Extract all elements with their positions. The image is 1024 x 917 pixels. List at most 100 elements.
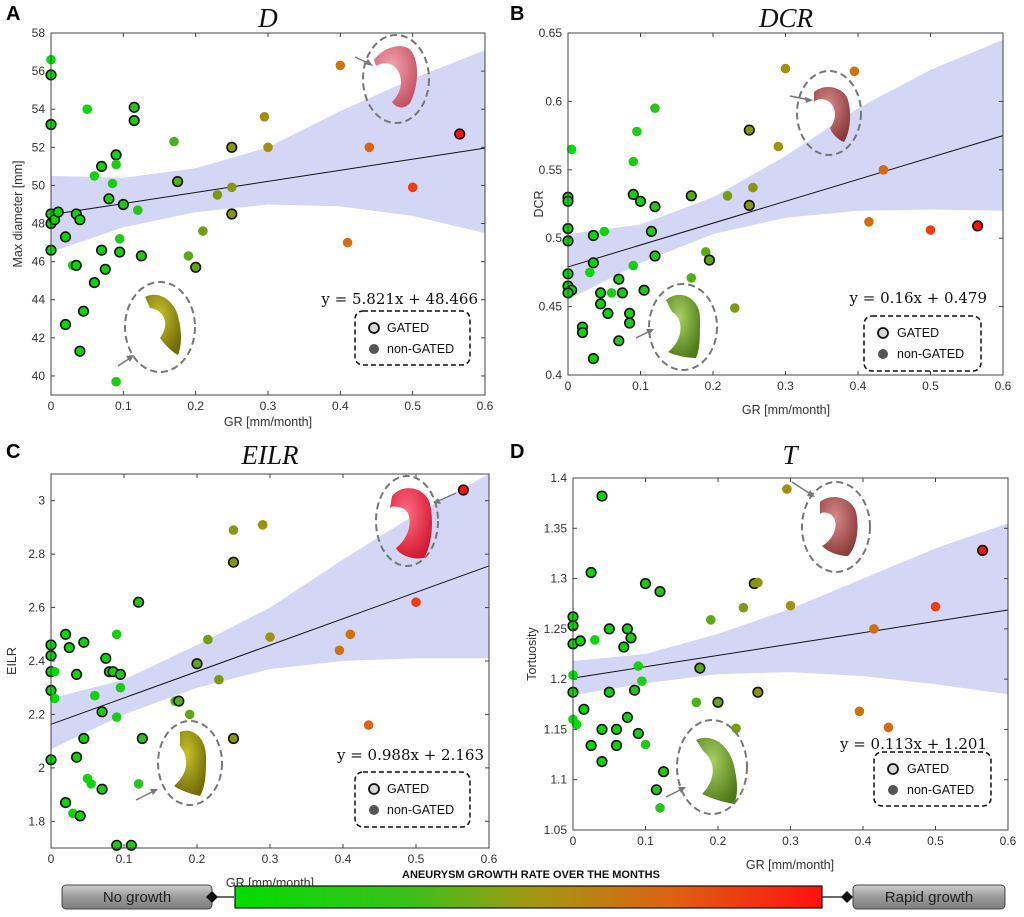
legend-c: GATED non-GATED bbox=[354, 771, 471, 828]
data-point bbox=[114, 246, 126, 258]
y-tick-label: 2.4 bbox=[28, 654, 45, 668]
panel-title-a: D bbox=[257, 3, 278, 33]
colorbar-gradient bbox=[234, 885, 823, 909]
data-point bbox=[114, 668, 126, 681]
data-point bbox=[227, 556, 240, 568]
y-tick-label: 1.05 bbox=[544, 823, 568, 837]
legend-non-gated-marker-c bbox=[369, 805, 379, 815]
colorbar-left-diamond bbox=[206, 891, 218, 903]
data-point bbox=[95, 244, 108, 256]
x-tick-label: 0 bbox=[570, 834, 577, 848]
data-point bbox=[574, 635, 586, 647]
x-axis-label-b: GR [mm/month] bbox=[742, 403, 830, 417]
data-point bbox=[587, 257, 600, 269]
data-point bbox=[883, 722, 894, 733]
data-point bbox=[691, 697, 702, 708]
x-tick-label: 0.3 bbox=[782, 834, 799, 848]
fit-line-b bbox=[567, 135, 1004, 268]
data-point bbox=[590, 635, 600, 645]
aneurysm-shape-red-c bbox=[375, 475, 457, 567]
y-tick-label: 2 bbox=[38, 761, 45, 775]
data-point bbox=[618, 641, 630, 653]
y-tick-label: 48 bbox=[32, 217, 46, 231]
data-point bbox=[585, 739, 597, 752]
data-point bbox=[203, 634, 213, 645]
x-tick-label: 0.6 bbox=[477, 399, 494, 413]
data-point bbox=[96, 706, 108, 718]
aneurysm-shape-olive-c bbox=[135, 720, 223, 806]
data-point bbox=[136, 732, 148, 745]
x-tick-label: 0.1 bbox=[116, 852, 133, 866]
data-point bbox=[70, 668, 83, 681]
data-point bbox=[628, 684, 641, 696]
y-axis-label-c: EILR bbox=[5, 647, 19, 675]
x-tick-label: 0.2 bbox=[189, 852, 206, 866]
y-tick-label: 1.15 bbox=[544, 722, 568, 736]
data-point bbox=[650, 103, 660, 113]
data-point bbox=[849, 66, 860, 77]
data-point bbox=[854, 706, 865, 717]
data-point bbox=[571, 719, 582, 730]
data-point bbox=[694, 662, 706, 674]
data-point bbox=[655, 803, 665, 813]
y-tick-label: 0.45 bbox=[539, 300, 563, 314]
data-point bbox=[616, 287, 629, 299]
x-tick-label: 0.3 bbox=[260, 399, 277, 413]
data-point bbox=[457, 484, 470, 496]
data-point bbox=[74, 345, 86, 357]
x-tick-label: 0.1 bbox=[637, 834, 654, 848]
data-point bbox=[587, 229, 600, 242]
aneurysm-shape-maroon-b bbox=[789, 70, 862, 156]
data-point bbox=[59, 318, 72, 331]
y-tick-label: 56 bbox=[32, 64, 46, 78]
data-point bbox=[133, 205, 143, 215]
data-point bbox=[976, 544, 989, 557]
data-point bbox=[649, 250, 661, 262]
data-point bbox=[930, 601, 941, 612]
y-tick-label: 42 bbox=[32, 331, 46, 345]
y-tick-label: 44 bbox=[32, 293, 46, 307]
data-point bbox=[74, 214, 86, 226]
data-point bbox=[107, 178, 118, 189]
data-point bbox=[773, 141, 784, 152]
data-point bbox=[621, 711, 634, 724]
x-tick-label: 0 bbox=[48, 852, 55, 866]
data-point bbox=[259, 112, 270, 122]
data-point bbox=[265, 632, 275, 642]
data-point bbox=[628, 156, 639, 167]
confidence-band-c bbox=[51, 474, 489, 750]
y-axis-label-a: Max diameter [mm] bbox=[11, 161, 25, 268]
data-point bbox=[587, 353, 600, 365]
y-tick-label: 1.1 bbox=[550, 773, 567, 787]
aneurysm-shape-green-d bbox=[665, 719, 748, 815]
data-point bbox=[184, 709, 195, 720]
data-point bbox=[190, 261, 202, 273]
panel-letter-b: B bbox=[510, 3, 524, 25]
data-point bbox=[743, 199, 755, 211]
data-point bbox=[454, 128, 466, 140]
data-point bbox=[78, 732, 90, 745]
x-axis-label-a: GR [mm/month] bbox=[224, 415, 312, 429]
data-point bbox=[226, 208, 238, 220]
data-point bbox=[125, 839, 137, 851]
x-tick-label: 0.1 bbox=[115, 399, 132, 413]
x-tick-label: 0 bbox=[48, 399, 55, 413]
y-tick-label: 40 bbox=[32, 369, 46, 383]
data-point bbox=[610, 723, 623, 736]
data-point bbox=[133, 596, 145, 608]
y-tick-label: 58 bbox=[32, 26, 46, 40]
panel-a: A D 0 0.1 0.2 0.3 0.4 0.5 0.6 40 42 44 46 48 50 52 54… bbox=[6, 3, 494, 429]
data-point bbox=[576, 327, 589, 339]
data-point bbox=[628, 260, 639, 271]
panel-letter-c: C bbox=[6, 441, 20, 463]
y-tick-label: 2.2 bbox=[28, 707, 45, 721]
legend-gated-label-c: GATED bbox=[387, 782, 429, 796]
panel-b: B DCR 0 0.1 0.2 0.3 0.4 0.5 0.6 0.4 0.45 0.5 0.55… bbox=[510, 3, 1012, 417]
x-tick-label: 0.6 bbox=[1000, 834, 1017, 848]
x-tick-label: 0.1 bbox=[632, 379, 649, 393]
y-tick-label: 52 bbox=[32, 140, 46, 154]
legend-gated-marker-c bbox=[368, 783, 380, 795]
x-tick-label: 0.4 bbox=[332, 399, 349, 413]
data-point bbox=[111, 159, 121, 170]
y-tick-label: 0.4 bbox=[545, 368, 562, 382]
